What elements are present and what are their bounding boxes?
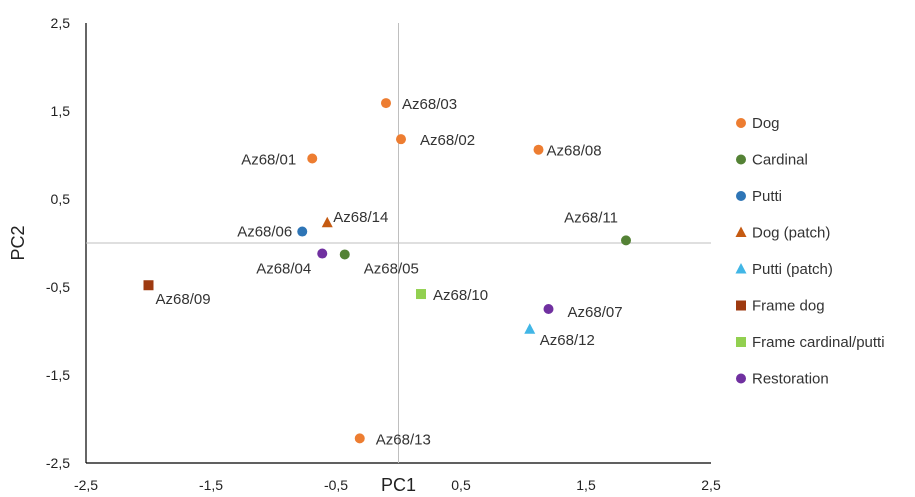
point-label: Az68/05 [364,260,419,277]
legend-marker [736,118,746,128]
data-point [143,280,154,291]
data-point [339,249,350,260]
data-point [381,98,391,109]
data-point [621,235,631,246]
legend-marker [736,191,746,201]
legend-marker [736,337,746,347]
legend-label: Restoration [752,371,829,388]
point-label: Az68/02 [420,132,475,149]
y-axis-title: PC2 [8,225,28,260]
data-points: Az68/01 Az68/02 Az68/03 Az68/08 Az68/13 Az68/… [143,96,631,448]
point-label: Az68/12 [540,332,595,349]
x-axis-title: PC1 [381,475,416,495]
x-tick-label: -1,5 [199,477,223,493]
data-point [354,433,365,444]
point-label: Az68/01 [241,152,296,169]
point-label: Az68/11 [564,209,618,226]
legend-label: Cardinal [752,152,808,169]
legend-marker [736,300,746,311]
data-point [297,226,308,237]
legend-label: Putti (patch) [752,261,833,278]
point-label: Az68/13 [376,431,431,448]
data-point [416,289,426,300]
legend-marker [736,154,746,165]
legend: Dog Cardinal Putti Dog (patch) Putti (patch)… [735,115,885,388]
data-point [533,144,544,155]
x-tick-label: 0,5 [451,477,471,493]
data-point [543,304,554,314]
y-tick-label: -0,5 [46,279,70,295]
data-point [317,248,328,259]
y-tick-label: -2,5 [46,455,70,471]
y-tick-label: 0,5 [51,191,71,207]
data-point [307,153,318,164]
point-label: Az68/10 [433,287,488,304]
x-tick-label: 1,5 [576,477,596,493]
legend-label: Putti [752,188,782,205]
x-tick-labels: -2,5 -1,5 -0,5 0,5 1,5 2,5 [74,477,721,493]
y-tick-labels: -2,5 -1,5 -0,5 0,5 1,5 2,5 [46,15,70,471]
point-label: Az68/04 [256,261,311,278]
point-label: Az68/06 [237,224,292,241]
x-tick-label: -2,5 [74,477,98,493]
point-label: Az68/07 [568,304,623,321]
legend-marker [736,373,746,384]
x-tick-label: 2,5 [701,477,721,493]
data-point [524,323,536,334]
point-label: Az68/08 [547,143,602,160]
legend-label: Dog (patch) [752,225,830,242]
point-label: Az68/03 [402,96,457,113]
point-label: Az68/09 [156,291,211,308]
point-label: Az68/14 [333,209,388,226]
legend-marker [735,263,747,274]
data-point [321,216,333,228]
legend-label: Frame cardinal/putti [752,334,885,351]
x-tick-label: -0,5 [324,477,348,493]
y-tick-label: -1,5 [46,367,70,383]
legend-label: Frame dog [752,298,825,315]
legend-marker [735,226,747,237]
plot-frame [85,23,711,464]
y-tick-label: 2,5 [51,15,71,31]
y-tick-label: 1,5 [51,103,71,119]
data-point [396,134,406,145]
legend-label: Dog [752,115,780,132]
